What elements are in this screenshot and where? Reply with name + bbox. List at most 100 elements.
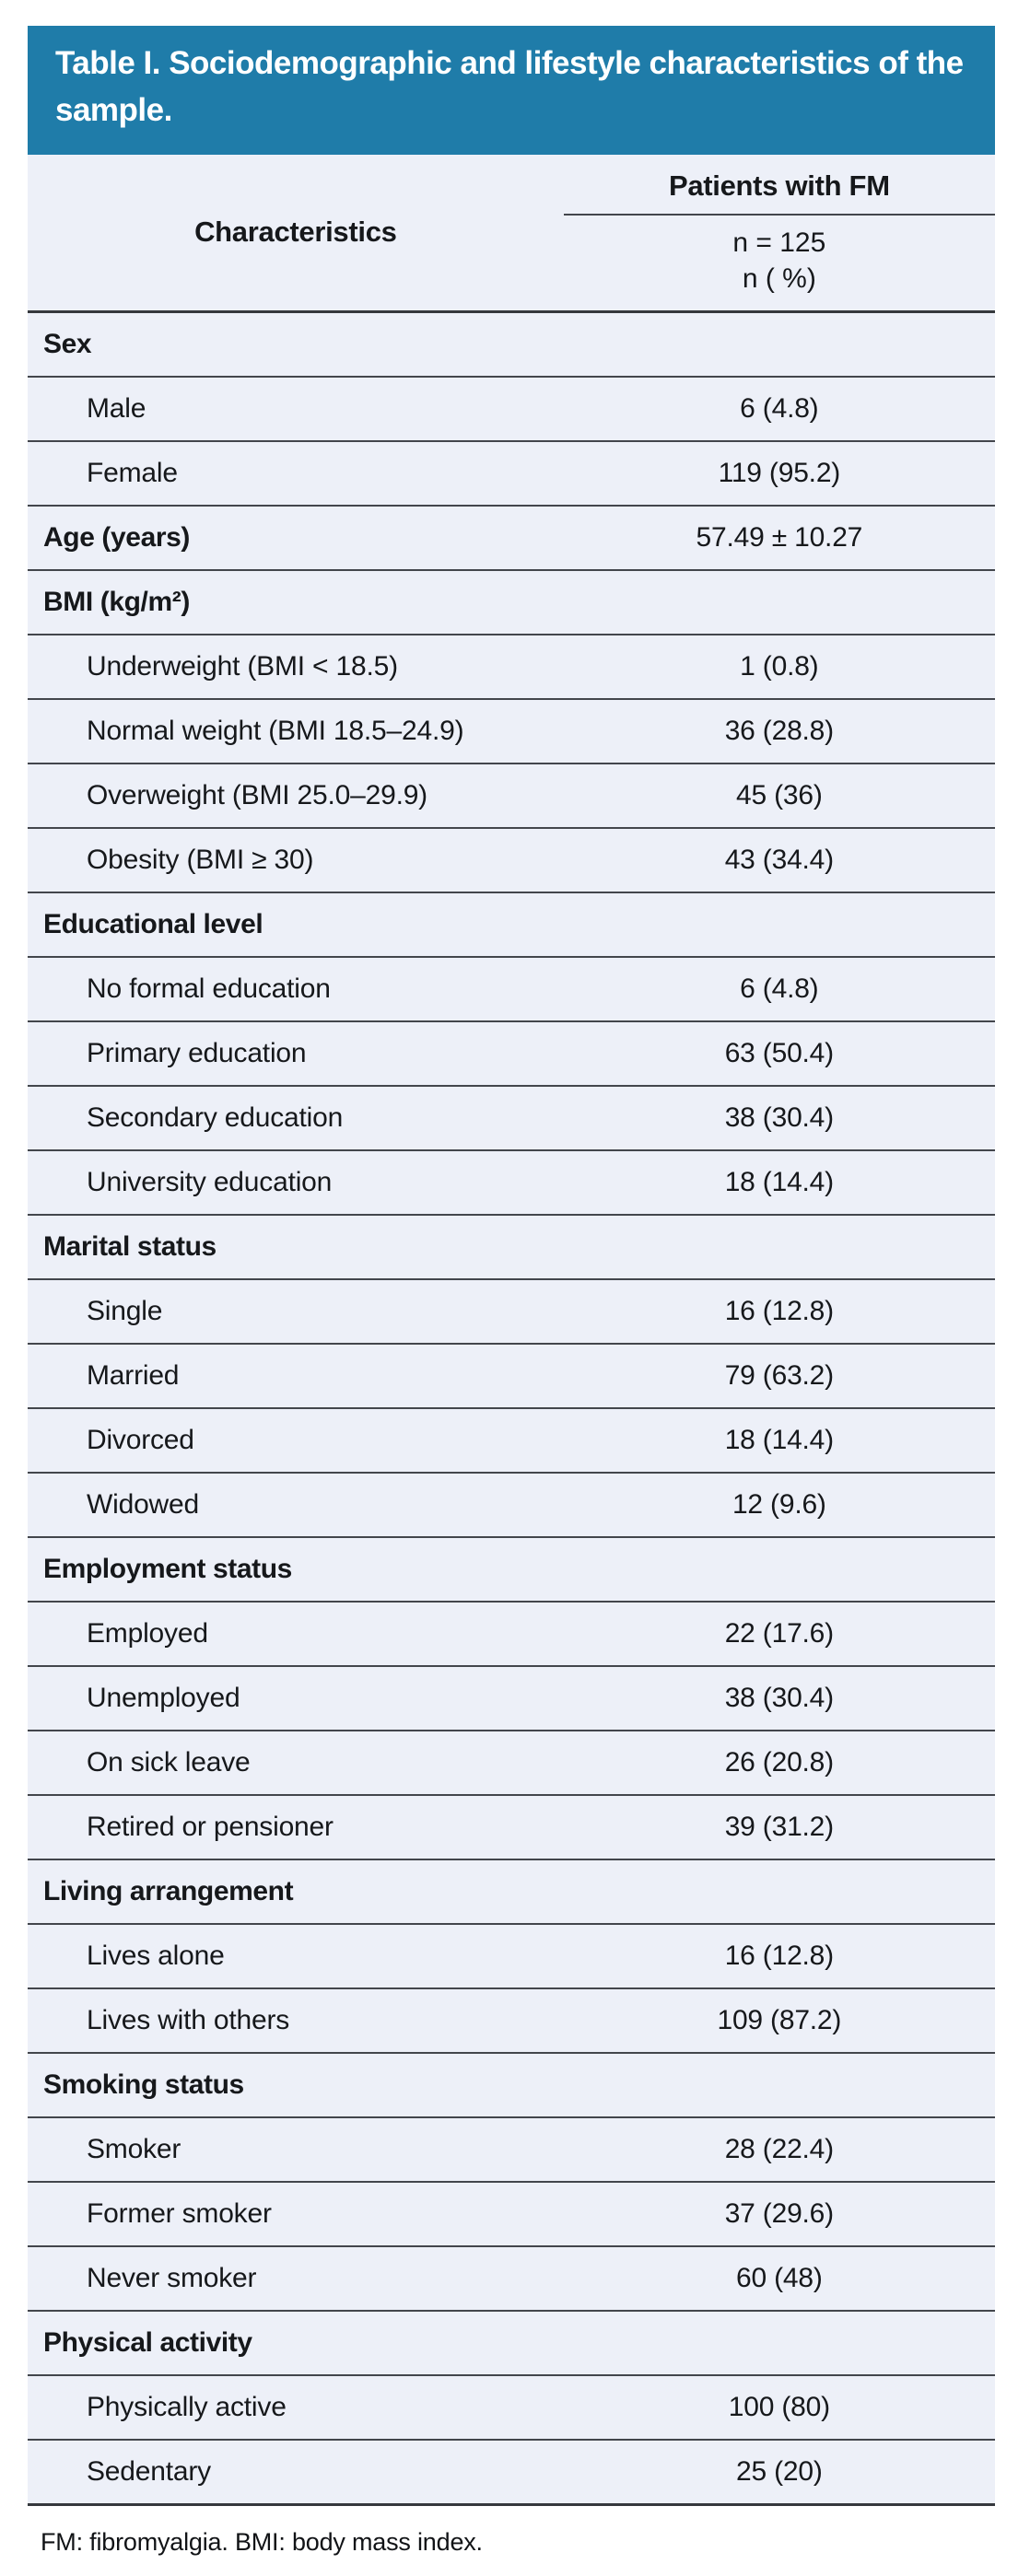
table-row: Smoking status [28,2053,995,2118]
row-value: 43 (34.4) [724,844,834,875]
table-header: Characteristics Patients with FM n = 125… [28,154,995,313]
col-header-characteristics: Characteristics [194,216,397,249]
row-value: 6 (4.8) [740,973,819,1004]
row-label: Physical activity [43,2326,252,2358]
table-row: Former smoker 37 (29.6) [28,2182,995,2247]
table-row: University education 18 (14.4) [28,1150,995,1216]
table-row: Underweight (BMI < 18.5) 1 (0.8) [28,635,995,700]
row-label: Retired or pensioner [87,1811,334,1842]
col-header-sub: n = 125 n ( %) [564,216,995,310]
table-title: Table I. Sociodemographic and lifestyle … [55,45,964,128]
table-row: Lives with others 109 (87.2) [28,1988,995,2054]
row-label: Age (years) [43,521,191,553]
table-row: Overweight (BMI 25.0–29.9) 45 (36) [28,763,995,829]
col-header-n-count: n = 125 [732,227,826,258]
row-value: 37 (29.6) [724,2197,834,2229]
row-value: 36 (28.8) [724,715,834,746]
row-label: Living arrangement [43,1875,294,1906]
row-label: Sex [43,328,92,359]
row-label: Smoker [87,2133,181,2164]
row-value: 28 (22.4) [724,2133,834,2164]
table-row: Educational level [28,892,995,958]
row-label: Physically active [87,2391,287,2422]
row-value: 119 (95.2) [718,457,841,488]
row-value: 57.49 ± 10.27 [696,521,863,553]
row-value: 39 (31.2) [724,1811,834,1842]
row-value: 63 (50.4) [724,1037,834,1068]
table-footnote: FM: fibromyalgia. BMI: body mass index. [41,2527,483,2556]
table-row: Living arrangement [28,1859,995,1925]
row-label: BMI (kg/m²) [43,586,190,617]
row-value: 16 (12.8) [724,1295,834,1326]
row-value: 22 (17.6) [724,1617,834,1649]
table-row: Obesity (BMI ≥ 30) 43 (34.4) [28,828,995,893]
table-row: Marital status [28,1215,995,1280]
row-label: Obesity (BMI ≥ 30) [87,844,314,875]
table-row: Secondary education 38 (30.4) [28,1086,995,1151]
row-label: Lives with others [87,2004,290,2035]
table-row: Employed 22 (17.6) [28,1602,995,1667]
table-card: Table I. Sociodemographic and lifestyle … [28,26,995,2506]
table-row: Smoker 28 (22.4) [28,2117,995,2183]
table-body: Sex Male 6 (4.8) Female 119 (95.2) Age (… [28,312,995,2506]
row-value: 16 (12.8) [724,1940,834,1971]
table-row: Male 6 (4.8) [28,377,995,442]
row-label: No formal education [87,973,331,1004]
row-label: Male [87,392,146,424]
row-value: 26 (20.8) [724,1746,834,1778]
row-value: 6 (4.8) [740,392,819,424]
row-label: Unemployed [87,1682,240,1713]
row-label: Normal weight (BMI 18.5–24.9) [87,715,464,746]
row-label: Married [87,1359,180,1391]
row-value: 18 (14.4) [724,1166,834,1197]
row-label: Lives alone [87,1940,225,1971]
table-row: Physical activity [28,2311,995,2376]
table-row: Age (years) 57.49 ± 10.27 [28,506,995,571]
row-label: Employment status [43,1553,292,1584]
row-value: 38 (30.4) [724,1102,834,1133]
row-value: 45 (36) [736,779,823,810]
table-title-bar: Table I. Sociodemographic and lifestyle … [28,26,995,155]
table-row: No formal education 6 (4.8) [28,957,995,1022]
row-value: 109 (87.2) [717,2004,842,2035]
row-label: Never smoker [87,2262,257,2293]
table-row: BMI (kg/m²) [28,570,995,635]
row-label: Educational level [43,908,263,939]
row-label: Primary education [87,1037,307,1068]
col-header-patients-label: Patients with FM [563,169,995,216]
row-label: Overweight (BMI 25.0–29.9) [87,779,427,810]
row-value: 25 (20) [736,2455,823,2487]
row-label: Widowed [87,1488,199,1520]
table-row: Single 16 (12.8) [28,1279,995,1345]
row-value: 100 (80) [728,2391,830,2422]
row-label: Smoking status [43,2069,244,2100]
table-row: On sick leave 26 (20.8) [28,1731,995,1796]
row-value: 18 (14.4) [724,1424,834,1455]
col-header-patients-group: Patients with FM n = 125 n ( %) [563,155,995,310]
table-row: Normal weight (BMI 18.5–24.9) 36 (28.8) [28,699,995,764]
row-label: Female [87,457,178,488]
row-label: On sick leave [87,1746,251,1778]
table-row: Sedentary 25 (20) [28,2440,995,2506]
row-label: Sedentary [87,2455,211,2487]
table-row: Unemployed 38 (30.4) [28,1666,995,1731]
row-label: Employed [87,1617,208,1649]
table-row: Lives alone 16 (12.8) [28,1924,995,1989]
table-row: Married 79 (63.2) [28,1344,995,1409]
row-label: Divorced [87,1424,194,1455]
row-label: Secondary education [87,1102,344,1133]
table-row: Never smoker 60 (48) [28,2246,995,2312]
table-row: Retired or pensioner 39 (31.2) [28,1795,995,1860]
row-label: Marital status [43,1230,217,1262]
table-row: Primary education 63 (50.4) [28,1021,995,1087]
table-row: Divorced 18 (14.4) [28,1408,995,1474]
row-value: 38 (30.4) [724,1682,834,1713]
table-row: Widowed 12 (9.6) [28,1473,995,1538]
row-label: Former smoker [87,2197,272,2229]
table-row: Employment status [28,1537,995,1603]
row-value: 60 (48) [736,2262,823,2293]
col-header-n-percent: n ( %) [742,263,816,295]
table-row: Female 119 (95.2) [28,441,995,507]
row-value: 12 (9.6) [732,1488,826,1520]
